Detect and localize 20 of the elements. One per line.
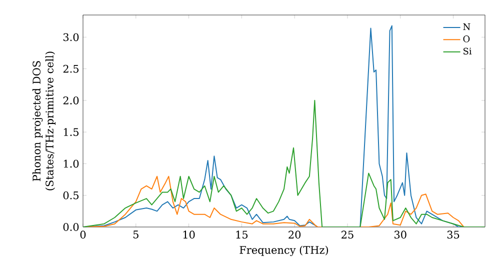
legend-label: Si	[464, 48, 472, 55]
legend-label: N	[463, 23, 470, 30]
x-tick-label: 25	[342, 230, 354, 239]
y-tick-label: 0.0	[63, 223, 79, 231]
y-tick-label: 1.5	[64, 128, 78, 136]
x-axis-title: Frequency (THz)	[240, 246, 328, 256]
x-tick-label: 10	[183, 230, 195, 239]
y-tick-label: 1.0	[64, 160, 79, 168]
x-tick-label: 35	[447, 230, 460, 239]
x-tick-label: 0	[80, 230, 86, 239]
y-tick-label: 2.5	[63, 64, 78, 73]
x-tick-label: 5	[133, 230, 138, 238]
y-tick-label: 3.0	[63, 33, 79, 42]
y-tick-label: 0.5	[63, 191, 78, 200]
x-tick-label: 15	[236, 230, 248, 239]
legend-label: O	[463, 36, 470, 42]
x-tick-label: 20	[288, 230, 301, 239]
y-tick-label: 2.0	[63, 96, 79, 104]
y-axis-title: Phonon projected DOS (States/THz·primitive cell)	[32, 52, 56, 190]
x-tick-label: 30	[394, 230, 406, 239]
